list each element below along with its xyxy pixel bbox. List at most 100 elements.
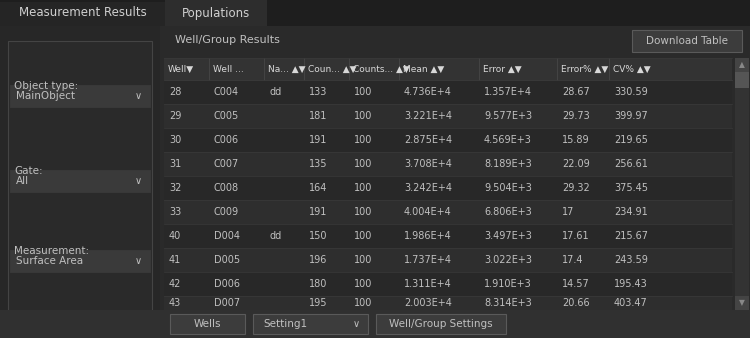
Text: 191: 191 — [309, 135, 327, 145]
Text: 234.91: 234.91 — [614, 207, 648, 217]
Text: Error% ▲▼: Error% ▲▼ — [561, 65, 608, 73]
Text: 100: 100 — [354, 183, 372, 193]
Text: 22.09: 22.09 — [562, 159, 590, 169]
Text: D007: D007 — [214, 298, 240, 308]
Text: D005: D005 — [214, 255, 240, 265]
Text: 9.577E+3: 9.577E+3 — [484, 111, 532, 121]
Text: 41: 41 — [169, 255, 182, 265]
Text: ▼: ▼ — [739, 298, 745, 308]
Text: 4.736E+4: 4.736E+4 — [404, 87, 451, 97]
Text: 15.89: 15.89 — [562, 135, 590, 145]
Text: 29: 29 — [169, 111, 182, 121]
FancyBboxPatch shape — [0, 2, 165, 26]
Text: Wells: Wells — [194, 319, 221, 329]
Text: 100: 100 — [354, 111, 372, 121]
Text: Measurement Results: Measurement Results — [19, 6, 146, 20]
Text: Populations: Populations — [182, 6, 250, 20]
Text: 399.97: 399.97 — [614, 111, 648, 121]
FancyBboxPatch shape — [0, 310, 750, 338]
Text: 100: 100 — [354, 159, 372, 169]
Text: 215.67: 215.67 — [614, 231, 648, 241]
Text: 100: 100 — [354, 87, 372, 97]
Text: D004: D004 — [214, 231, 240, 241]
Text: 100: 100 — [354, 207, 372, 217]
Text: Error ▲▼: Error ▲▼ — [483, 65, 522, 73]
Text: 1.311E+4: 1.311E+4 — [404, 279, 451, 289]
Text: 2.003E+4: 2.003E+4 — [404, 298, 451, 308]
Text: 40: 40 — [169, 231, 182, 241]
Text: 42: 42 — [169, 279, 182, 289]
Text: 17.61: 17.61 — [562, 231, 590, 241]
Text: 29.32: 29.32 — [562, 183, 590, 193]
Text: 4.004E+4: 4.004E+4 — [404, 207, 451, 217]
Text: 100: 100 — [354, 135, 372, 145]
Text: 403.47: 403.47 — [614, 298, 648, 308]
FancyBboxPatch shape — [170, 314, 245, 334]
Text: 2.875E+4: 2.875E+4 — [404, 135, 452, 145]
Text: 180: 180 — [309, 279, 327, 289]
Text: C009: C009 — [214, 207, 239, 217]
Text: Gate:: Gate: — [14, 166, 43, 176]
FancyBboxPatch shape — [735, 72, 749, 88]
Text: dd: dd — [269, 87, 281, 97]
Text: Well▼: Well▼ — [168, 65, 194, 73]
Text: 1.357E+4: 1.357E+4 — [484, 87, 532, 97]
Text: Well/Group Settings: Well/Group Settings — [389, 319, 493, 329]
FancyBboxPatch shape — [0, 26, 750, 338]
Text: 164: 164 — [309, 183, 327, 193]
FancyBboxPatch shape — [10, 250, 150, 272]
FancyBboxPatch shape — [164, 224, 732, 248]
FancyBboxPatch shape — [735, 58, 749, 310]
FancyBboxPatch shape — [165, 0, 267, 26]
Text: 219.65: 219.65 — [614, 135, 648, 145]
Text: Coun... ▲▼: Coun... ▲▼ — [308, 65, 356, 73]
Text: 330.59: 330.59 — [614, 87, 648, 97]
FancyBboxPatch shape — [160, 26, 750, 338]
Text: 375.45: 375.45 — [614, 183, 648, 193]
Text: 100: 100 — [354, 298, 372, 308]
Text: 150: 150 — [309, 231, 328, 241]
FancyBboxPatch shape — [10, 170, 150, 192]
Text: C006: C006 — [214, 135, 239, 145]
Text: Well/Group Results: Well/Group Results — [175, 35, 280, 45]
Text: 3.242E+4: 3.242E+4 — [404, 183, 452, 193]
Text: Measurement:: Measurement: — [14, 246, 89, 256]
Text: ∨: ∨ — [134, 91, 142, 101]
Text: C004: C004 — [214, 87, 239, 97]
FancyBboxPatch shape — [164, 272, 732, 296]
Text: 181: 181 — [309, 111, 327, 121]
FancyBboxPatch shape — [164, 80, 732, 104]
Text: Setting1: Setting1 — [263, 319, 308, 329]
Text: 4.569E+3: 4.569E+3 — [484, 135, 532, 145]
Text: 243.59: 243.59 — [614, 255, 648, 265]
Text: 3.708E+4: 3.708E+4 — [404, 159, 451, 169]
FancyBboxPatch shape — [8, 41, 152, 323]
FancyBboxPatch shape — [164, 176, 732, 200]
Text: 14.57: 14.57 — [562, 279, 590, 289]
Text: 31: 31 — [169, 159, 182, 169]
Text: 8.189E+3: 8.189E+3 — [484, 159, 532, 169]
FancyBboxPatch shape — [253, 314, 368, 334]
Text: Download Table: Download Table — [646, 36, 728, 46]
Text: 28: 28 — [169, 87, 182, 97]
FancyBboxPatch shape — [632, 30, 742, 52]
Text: CV% ▲▼: CV% ▲▼ — [613, 65, 650, 73]
FancyBboxPatch shape — [164, 152, 732, 176]
Text: 100: 100 — [354, 255, 372, 265]
Text: 133: 133 — [309, 87, 327, 97]
Text: 3.497E+3: 3.497E+3 — [484, 231, 532, 241]
Text: 1.737E+4: 1.737E+4 — [404, 255, 452, 265]
Text: ∨: ∨ — [134, 176, 142, 186]
FancyBboxPatch shape — [735, 58, 749, 72]
Text: 1.910E+3: 1.910E+3 — [484, 279, 532, 289]
Text: dd: dd — [269, 231, 281, 241]
Text: Surface Area: Surface Area — [16, 256, 83, 266]
FancyBboxPatch shape — [164, 104, 732, 128]
Text: 28.67: 28.67 — [562, 87, 590, 97]
FancyBboxPatch shape — [735, 296, 749, 310]
FancyBboxPatch shape — [10, 85, 150, 107]
Text: 3.022E+3: 3.022E+3 — [484, 255, 532, 265]
Text: 256.61: 256.61 — [614, 159, 648, 169]
Text: 43: 43 — [169, 298, 182, 308]
Text: 195: 195 — [309, 298, 328, 308]
